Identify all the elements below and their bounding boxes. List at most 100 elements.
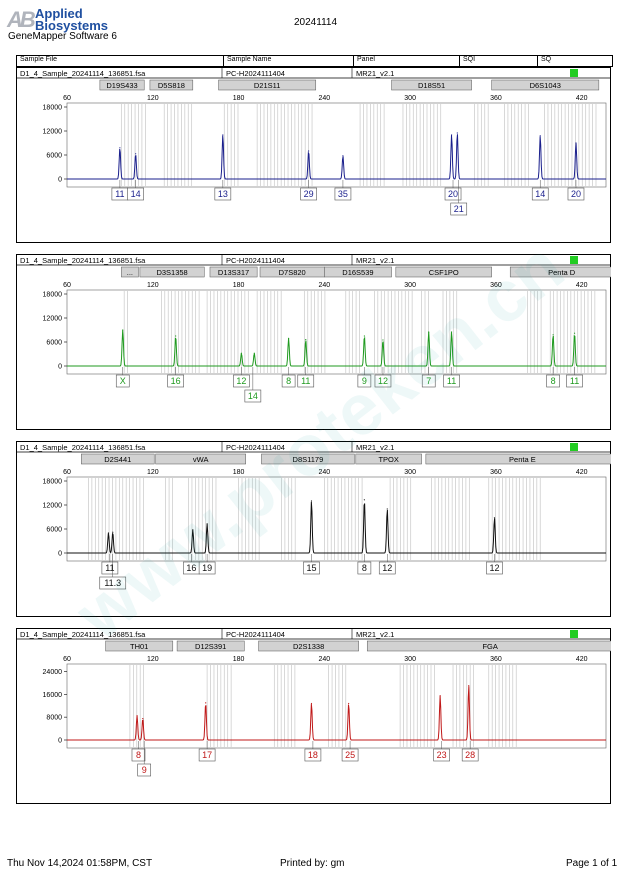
brand-line1: Applied bbox=[35, 6, 83, 21]
marker-label: Penta E bbox=[509, 455, 536, 464]
marker-bar bbox=[324, 266, 392, 278]
allele-box bbox=[486, 561, 503, 575]
x-tick-label: 360 bbox=[490, 469, 502, 476]
allele-box bbox=[450, 202, 468, 216]
allele-box bbox=[281, 374, 296, 388]
peak bbox=[175, 335, 177, 337]
allele-box bbox=[461, 748, 479, 762]
x-tick-label: 120 bbox=[147, 95, 159, 102]
y-tick-label: 0 bbox=[58, 551, 62, 558]
allele-label: 20 bbox=[448, 189, 458, 199]
allele-label: 12 bbox=[489, 563, 499, 573]
marker-bar bbox=[176, 640, 245, 652]
x-tick-label: 180 bbox=[233, 656, 245, 663]
allele-box bbox=[131, 748, 146, 762]
y-tick-label: 0 bbox=[58, 177, 62, 184]
allele-box bbox=[214, 187, 232, 201]
y-tick-label: 0 bbox=[58, 738, 62, 745]
x-tick-label: 60 bbox=[63, 95, 71, 102]
peak bbox=[136, 715, 138, 717]
x-tick-label: 180 bbox=[233, 95, 245, 102]
brand-line2: Biosystems bbox=[35, 18, 108, 33]
allele-label: 11.3 bbox=[104, 578, 121, 588]
allele-box bbox=[421, 374, 436, 388]
peak bbox=[493, 517, 496, 519]
marker-bar bbox=[395, 266, 492, 278]
allele-label: 14 bbox=[248, 391, 258, 401]
allele-box bbox=[198, 748, 216, 762]
marker-bar bbox=[209, 266, 258, 278]
x-tick-label: 420 bbox=[576, 469, 588, 476]
marker-label: CSF1PO bbox=[429, 268, 459, 277]
x-tick-label: 420 bbox=[576, 95, 588, 102]
peak bbox=[192, 529, 194, 531]
allele-box bbox=[233, 374, 250, 388]
panel-frame bbox=[16, 67, 611, 243]
allele-label: 15 bbox=[306, 563, 316, 573]
col-panel: Panel bbox=[357, 56, 375, 63]
y-tick-label: 18000 bbox=[43, 479, 63, 486]
allele-box bbox=[334, 187, 352, 201]
marker-label: D13S317 bbox=[218, 268, 249, 277]
x-tick-label: 300 bbox=[404, 469, 416, 476]
allele-label: 16 bbox=[171, 376, 181, 386]
peak bbox=[222, 134, 224, 136]
marker-bar bbox=[149, 79, 194, 91]
allele-label: 8 bbox=[551, 376, 556, 386]
panel-name: MR21_v2.1 bbox=[356, 256, 394, 265]
peak bbox=[135, 153, 137, 155]
sample-file-name: D1_4_Sample_20241114_136851.fsa bbox=[20, 69, 146, 78]
allele-label: 18 bbox=[308, 750, 318, 760]
panel-frame bbox=[16, 254, 611, 430]
marker-bar bbox=[491, 79, 600, 91]
allele-label: 7 bbox=[426, 376, 431, 386]
marker-bar bbox=[218, 79, 317, 91]
marker-label: Penta D bbox=[548, 268, 576, 277]
marker-label: D8S1179 bbox=[293, 455, 324, 464]
sample-file-name: D1_4_Sample_20241114_136851.fsa bbox=[20, 630, 146, 639]
sizing-quality-indicator bbox=[570, 69, 578, 77]
marker-label: TH01 bbox=[130, 642, 148, 651]
x-tick-label: 240 bbox=[319, 95, 331, 102]
panel-frame bbox=[16, 441, 611, 617]
panel-green: D1_4_Sample_20241114_136851.fsa PC-H20241… bbox=[16, 254, 611, 430]
peak bbox=[573, 332, 576, 334]
allele-label: 35 bbox=[338, 189, 348, 199]
peak bbox=[575, 142, 577, 144]
peak bbox=[552, 334, 554, 336]
allele-label: 11 bbox=[447, 376, 456, 386]
peak bbox=[240, 352, 243, 354]
panel-frame bbox=[16, 628, 611, 804]
plot-area bbox=[66, 102, 607, 188]
x-tick-label: 180 bbox=[233, 469, 245, 476]
y-tick-label: 0 bbox=[58, 364, 62, 371]
allele-box bbox=[378, 561, 396, 575]
peak bbox=[122, 329, 124, 331]
col-divider bbox=[223, 56, 224, 66]
peak bbox=[382, 339, 384, 341]
marker-label: D12S391 bbox=[195, 642, 226, 651]
col-divider bbox=[537, 56, 538, 66]
col-sample-file: Sample File bbox=[20, 56, 57, 63]
allele-box bbox=[244, 389, 262, 403]
allele-label: 9 bbox=[362, 376, 367, 386]
x-tick-label: 300 bbox=[404, 656, 416, 663]
logo-mark: AB bbox=[7, 7, 36, 32]
allele-label: 28 bbox=[465, 750, 475, 760]
peak bbox=[112, 531, 114, 533]
allele-box bbox=[115, 374, 130, 388]
marker-label: D6S1043 bbox=[530, 81, 561, 90]
trace-blue bbox=[67, 134, 606, 180]
marker-label: D3S1358 bbox=[156, 268, 187, 277]
x-tick-label: 60 bbox=[63, 469, 71, 476]
allele-box bbox=[300, 187, 317, 201]
panel-red: D1_4_Sample_20241114_136851.fsa PC-H20241… bbox=[16, 628, 611, 804]
brand-logo: AB Applied Biosystems bbox=[7, 6, 127, 34]
x-tick-label: 300 bbox=[404, 282, 416, 289]
y-tick-label: 12000 bbox=[43, 316, 63, 323]
allele-box bbox=[198, 561, 216, 575]
plot-area bbox=[66, 663, 607, 749]
y-tick-label: 18000 bbox=[43, 292, 63, 299]
report-date: 20241114 bbox=[294, 17, 338, 28]
footer-printed-by: Printed by: gm bbox=[280, 858, 345, 869]
